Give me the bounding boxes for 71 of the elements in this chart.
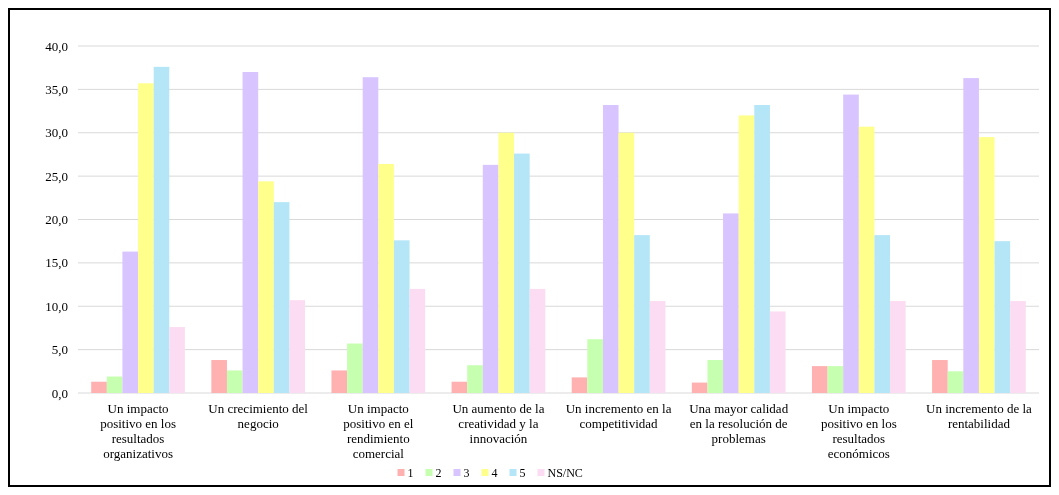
bar (874, 235, 891, 393)
legend-label: 5 (519, 466, 526, 480)
x-tick-label: Una mayor calidad en la resolución de problemas (689, 401, 789, 446)
bar (347, 343, 363, 393)
y-tick-label: 20,0 (45, 212, 68, 228)
bar (947, 371, 964, 393)
bar (707, 360, 724, 393)
bar (1010, 301, 1026, 393)
bar (932, 360, 948, 393)
bar (602, 104, 619, 393)
bar (362, 77, 379, 393)
bar (529, 288, 546, 393)
bar (226, 370, 243, 393)
bar (153, 66, 170, 393)
bar (618, 132, 635, 393)
legend-label: 3 (463, 466, 470, 480)
bar (393, 240, 410, 393)
legend-label: 1 (407, 466, 414, 480)
y-tick-label: 15,0 (45, 255, 68, 271)
bar (242, 72, 259, 393)
bar (273, 202, 290, 393)
bar (498, 132, 515, 393)
bar (258, 181, 274, 393)
bar (138, 83, 154, 393)
bar (514, 153, 530, 393)
bar (571, 377, 588, 393)
bar (634, 235, 650, 393)
y-tick-label: 30,0 (45, 125, 68, 141)
bar (858, 126, 875, 393)
bar (378, 163, 394, 393)
x-tick-label: Un impacto positivo en los resultados económicos (820, 401, 897, 461)
y-tick-label: 5,0 (51, 342, 68, 358)
x-tick-label: Un incremento de la rentabilidad (926, 401, 1033, 431)
bar (754, 104, 770, 393)
bar (211, 360, 227, 393)
bar (691, 382, 708, 393)
bar (482, 164, 499, 393)
bar (467, 365, 483, 393)
y-tick-label: 40,0 (45, 38, 68, 54)
bar (738, 115, 755, 393)
bar (843, 94, 859, 393)
bar (811, 366, 828, 393)
bar (106, 376, 123, 393)
legend-label: NS/NC (547, 466, 583, 480)
bar (978, 137, 995, 393)
bar (587, 339, 603, 393)
x-tick-label: Un aumento de la creatividad y la innovación (452, 401, 545, 446)
bar (451, 381, 468, 393)
y-tick-label: 10,0 (45, 298, 68, 314)
bar (890, 301, 906, 393)
x-tick-label: Un impacto positivo en los resultados organizativos (100, 401, 176, 461)
bar (289, 300, 306, 393)
bar (122, 251, 139, 393)
bar (331, 370, 348, 393)
bar (409, 288, 426, 393)
bar (994, 241, 1011, 393)
y-tick-label: 25,0 (45, 168, 68, 184)
legend-label: 2 (435, 466, 442, 480)
bar (827, 366, 844, 393)
x-tick-label: Un impacto positivo en el rendimiento comercial (343, 401, 414, 461)
legend-label: 4 (491, 466, 498, 480)
bar (963, 78, 979, 393)
bar (649, 301, 666, 393)
bar (723, 213, 739, 393)
x-tick-label: Un crecimiento del negocio (208, 401, 309, 431)
bar (91, 381, 107, 393)
bar (769, 311, 786, 393)
y-tick-label: 0,0 (51, 385, 68, 401)
x-tick-label: Un incremento en la competitividad (565, 401, 672, 431)
y-tick-label: 35,0 (45, 81, 68, 97)
bar (169, 327, 185, 393)
